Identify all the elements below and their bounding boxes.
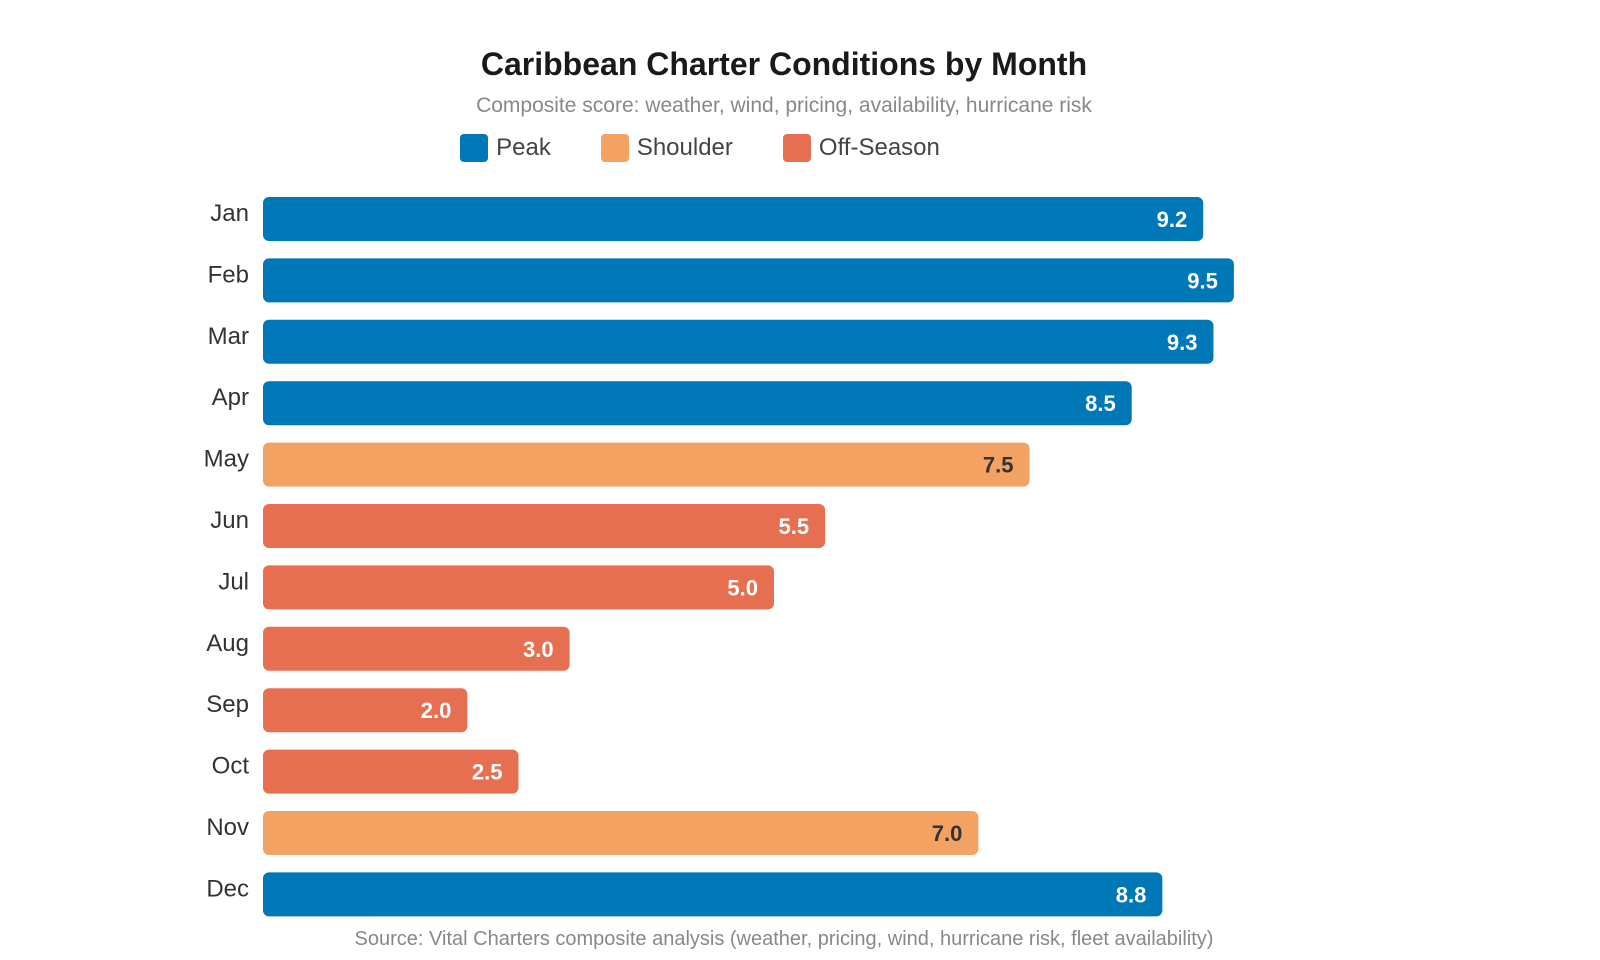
category-label: Apr: [212, 384, 249, 411]
value-label: 9.3: [1167, 330, 1198, 355]
legend-label: Shoulder: [636, 134, 733, 161]
category-label: Mar: [208, 323, 249, 350]
category-label: Jan: [210, 200, 249, 227]
value-label: 8.8: [1116, 882, 1147, 907]
legend-swatch: [600, 134, 629, 162]
bar-oct: [263, 749, 519, 794]
bar-jul: [263, 565, 774, 610]
category-label: Aug: [206, 630, 249, 657]
bar-jun: [263, 504, 826, 548]
legend-label: Peak: [496, 134, 551, 161]
bar-feb: [263, 258, 1234, 303]
value-label: 2.0: [421, 698, 452, 723]
value-label: 7.0: [932, 821, 963, 846]
category-label: Feb: [208, 261, 249, 288]
value-label: 3.0: [523, 637, 554, 662]
chart-title: Caribbean Charter Conditions by Month: [480, 46, 1088, 82]
bar-mar: [263, 319, 1214, 364]
value-label: 5.5: [779, 514, 810, 539]
bar-jan: [263, 197, 1204, 241]
value-label: 9.5: [1187, 268, 1218, 293]
legend: Peak Shoulder Off-Season: [0, 134, 1400, 162]
bar-aug: [263, 626, 570, 671]
legend-label: Off-Season: [818, 134, 940, 161]
legend-swatch: [460, 134, 489, 162]
value-label: 8.5: [1085, 391, 1116, 416]
bar-may: [263, 442, 1030, 487]
value-label: 2.5: [472, 760, 503, 785]
chart-subtitle: Composite score: weather, wind, pricing,…: [476, 94, 1092, 117]
bar-dec: [263, 872, 1163, 917]
legend-swatch: [782, 134, 811, 162]
category-label: Dec: [206, 875, 249, 902]
legend-item-off-season: Off-Season: [782, 134, 940, 162]
source-note: Source: Vital Charters composite analysi…: [354, 928, 1214, 950]
bar-apr: [263, 381, 1132, 426]
category-label: Nov: [206, 814, 249, 841]
legend-item-shoulder: Shoulder: [600, 134, 733, 162]
category-label: Oct: [212, 753, 250, 780]
value-label: 5.0: [727, 575, 758, 600]
category-label: Jul: [218, 568, 249, 595]
bar-nov: [263, 811, 979, 855]
bar-sep: [263, 688, 468, 733]
value-label: 7.5: [983, 453, 1014, 478]
category-label: May: [204, 446, 249, 473]
value-label: 9.2: [1157, 207, 1188, 232]
legend-item-peak: Peak: [460, 134, 551, 162]
category-label: Jun: [210, 507, 249, 534]
category-label: Sep: [206, 691, 249, 718]
